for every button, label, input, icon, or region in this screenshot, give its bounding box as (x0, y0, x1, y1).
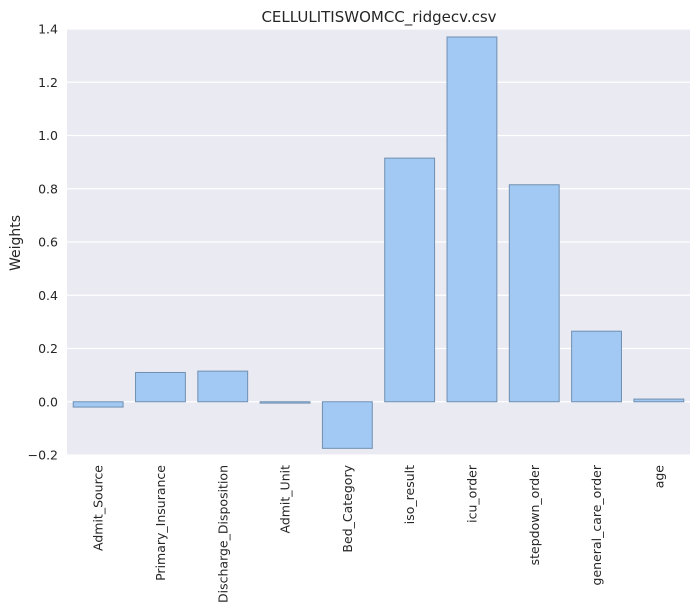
y-tick-label: 0.6 (38, 235, 58, 250)
x-tick-label: Admit_Unit (278, 465, 293, 534)
x-tick-label: age (651, 465, 666, 489)
bar-stepdown-order (508, 184, 560, 403)
bar-admit-unit (259, 401, 311, 404)
x-tick-label: stepdown_order (527, 464, 542, 565)
y-tick-label: 0.0 (38, 394, 58, 409)
bars (72, 36, 685, 449)
y-tick-label: 1.2 (38, 75, 58, 90)
chart-title: CELLULITISWOMCC_ridgecv.csv (261, 8, 496, 27)
x-tick-label: iso_result (402, 465, 417, 524)
y-tick-label: 0.8 (38, 181, 58, 196)
bar-admit-source (72, 401, 124, 408)
bar-general-care-order (571, 330, 622, 403)
bar-bed-category (321, 401, 373, 449)
y-tick-label: 1.4 (38, 22, 58, 37)
bar-icu-order (446, 36, 498, 403)
x-tick-label: Discharge_Disposition (215, 465, 230, 603)
y-tick-labels: −0.2 0.0 0.2 0.4 0.6 0.8 1.0 1.2 1.4 (28, 22, 58, 463)
y-tick-label: 1.0 (38, 128, 58, 143)
bar-age (633, 398, 685, 403)
bar-primary-insurance (135, 371, 186, 403)
x-tick-label: Primary_Insurance (153, 465, 168, 581)
x-tick-labels: Admit_Source Primary_Insurance Discharge_D… (91, 464, 667, 603)
y-tick-label: 0.4 (38, 288, 58, 303)
grid-lines (67, 28, 690, 456)
x-tick-label: Bed_Category (340, 464, 355, 552)
bar-iso-result (384, 157, 436, 403)
bar-discharge-disposition (197, 370, 249, 403)
y-axis-label: Weights (8, 215, 24, 271)
x-tick-label: icu_order (464, 464, 479, 523)
y-tick-label: 0.2 (38, 341, 58, 356)
y-tick-label: −0.2 (28, 448, 58, 463)
x-tick-label: general_care_order (589, 464, 604, 585)
x-tick-label: Admit_Source (91, 465, 106, 551)
